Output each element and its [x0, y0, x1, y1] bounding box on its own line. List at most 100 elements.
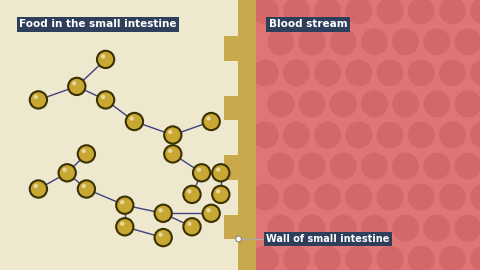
Ellipse shape	[212, 164, 229, 181]
Ellipse shape	[455, 153, 480, 180]
Bar	[0, 0, 238, 270]
Ellipse shape	[392, 90, 419, 117]
Ellipse shape	[408, 246, 434, 270]
Ellipse shape	[345, 59, 372, 86]
Ellipse shape	[236, 236, 241, 242]
Ellipse shape	[30, 180, 47, 198]
Ellipse shape	[59, 164, 76, 181]
Ellipse shape	[267, 90, 294, 117]
Text: Food in the small intestine: Food in the small intestine	[19, 19, 177, 29]
Ellipse shape	[423, 28, 450, 55]
Ellipse shape	[203, 113, 220, 130]
Ellipse shape	[78, 145, 95, 163]
Ellipse shape	[330, 153, 357, 180]
Ellipse shape	[283, 184, 310, 211]
Ellipse shape	[423, 153, 450, 180]
Bar	[224, 36, 238, 61]
Ellipse shape	[155, 229, 172, 246]
Ellipse shape	[314, 246, 341, 270]
Ellipse shape	[164, 145, 181, 163]
Ellipse shape	[283, 246, 310, 270]
Ellipse shape	[155, 205, 172, 222]
Ellipse shape	[345, 0, 372, 24]
Ellipse shape	[345, 184, 372, 211]
Ellipse shape	[206, 116, 211, 121]
Ellipse shape	[299, 153, 325, 180]
Ellipse shape	[361, 215, 388, 242]
Ellipse shape	[126, 113, 143, 130]
Ellipse shape	[183, 218, 201, 235]
Ellipse shape	[392, 28, 419, 55]
Ellipse shape	[376, 184, 403, 211]
Ellipse shape	[439, 0, 466, 24]
Ellipse shape	[158, 208, 163, 212]
Ellipse shape	[376, 122, 403, 148]
Ellipse shape	[345, 246, 372, 270]
Ellipse shape	[470, 122, 480, 148]
Ellipse shape	[68, 78, 85, 95]
Ellipse shape	[168, 149, 172, 153]
Bar	[224, 155, 238, 180]
Ellipse shape	[423, 215, 450, 242]
Ellipse shape	[455, 215, 480, 242]
Ellipse shape	[408, 122, 434, 148]
Ellipse shape	[376, 0, 403, 24]
Ellipse shape	[82, 149, 86, 153]
Ellipse shape	[34, 184, 38, 188]
Ellipse shape	[212, 186, 229, 203]
Ellipse shape	[101, 95, 105, 99]
Ellipse shape	[376, 246, 403, 270]
Ellipse shape	[392, 215, 419, 242]
Ellipse shape	[314, 122, 341, 148]
Ellipse shape	[252, 122, 278, 148]
Ellipse shape	[408, 0, 434, 24]
Ellipse shape	[439, 184, 466, 211]
Ellipse shape	[164, 126, 181, 144]
Ellipse shape	[392, 153, 419, 180]
Ellipse shape	[267, 28, 294, 55]
Ellipse shape	[439, 246, 466, 270]
Ellipse shape	[216, 189, 220, 194]
Ellipse shape	[299, 28, 325, 55]
Ellipse shape	[78, 180, 95, 198]
Ellipse shape	[116, 218, 133, 235]
Ellipse shape	[439, 122, 466, 148]
Bar	[224, 96, 238, 120]
Ellipse shape	[197, 168, 201, 172]
Text: Blood stream: Blood stream	[269, 19, 348, 29]
Ellipse shape	[252, 246, 278, 270]
Ellipse shape	[267, 153, 294, 180]
Ellipse shape	[183, 186, 201, 203]
Ellipse shape	[283, 59, 310, 86]
Ellipse shape	[361, 28, 388, 55]
Ellipse shape	[330, 90, 357, 117]
Ellipse shape	[101, 54, 105, 59]
Ellipse shape	[376, 59, 403, 86]
Ellipse shape	[470, 59, 480, 86]
Ellipse shape	[455, 28, 480, 55]
Ellipse shape	[283, 0, 310, 24]
Ellipse shape	[314, 0, 341, 24]
Ellipse shape	[187, 189, 192, 194]
Ellipse shape	[130, 116, 134, 121]
Ellipse shape	[206, 208, 211, 212]
Ellipse shape	[299, 90, 325, 117]
Ellipse shape	[470, 184, 480, 211]
Ellipse shape	[361, 90, 388, 117]
Ellipse shape	[203, 205, 220, 222]
Bar	[256, 0, 480, 270]
Ellipse shape	[314, 184, 341, 211]
Ellipse shape	[408, 184, 434, 211]
Ellipse shape	[120, 200, 124, 204]
Ellipse shape	[168, 130, 172, 134]
Ellipse shape	[30, 91, 47, 109]
Text: Wall of small intestine: Wall of small intestine	[266, 234, 390, 244]
Ellipse shape	[455, 90, 480, 117]
Ellipse shape	[330, 215, 357, 242]
Ellipse shape	[408, 59, 434, 86]
Ellipse shape	[439, 59, 466, 86]
Ellipse shape	[470, 0, 480, 24]
Bar	[238, 0, 256, 270]
Ellipse shape	[314, 59, 341, 86]
Ellipse shape	[158, 232, 163, 237]
